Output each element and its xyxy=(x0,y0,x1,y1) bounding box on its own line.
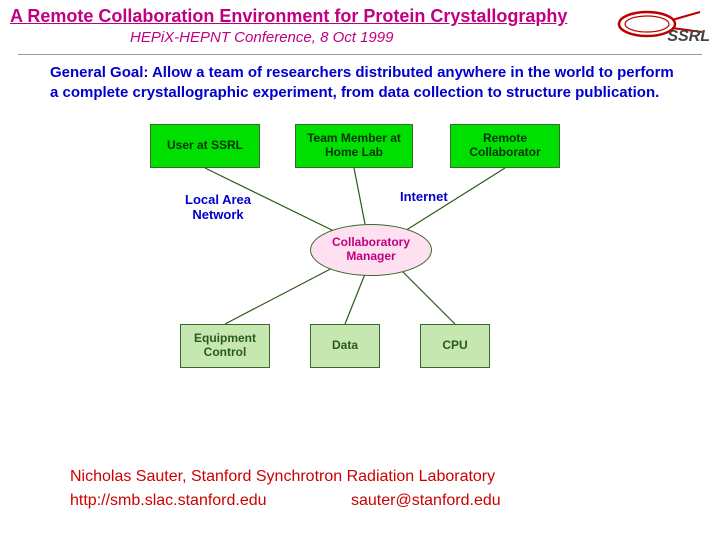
node-collab-manager: Collaboratory Manager xyxy=(310,224,432,276)
label-internet: Internet xyxy=(400,189,448,205)
logo-label: SSRL xyxy=(667,28,710,46)
goal-text: General Goal: Allow a team of researcher… xyxy=(50,63,680,104)
node-remote-collab: Remote Collaborator xyxy=(450,124,560,168)
footer: Nicholas Sauter, Stanford Synchrotron Ra… xyxy=(70,468,501,510)
collaboration-diagram: User at SSRL Team Member at Home Lab Rem… xyxy=(0,114,720,394)
author-line: Nicholas Sauter, Stanford Synchrotron Ra… xyxy=(70,468,501,486)
node-user-ssrl: User at SSRL xyxy=(150,124,260,168)
node-cpu: CPU xyxy=(420,324,490,368)
divider xyxy=(18,54,702,55)
footer-url: http://smb.slac.stanford.edu xyxy=(70,492,267,509)
node-equipment: Equipment Control xyxy=(180,324,270,368)
node-data: Data xyxy=(310,324,380,368)
footer-email: sauter@stanford.edu xyxy=(351,492,501,510)
contact-line: http://smb.slac.stanford.edu sauter@stan… xyxy=(70,492,501,510)
ssrl-logo: SSRL xyxy=(592,6,712,46)
label-lan: Local AreaNetwork xyxy=(185,192,251,223)
header: A Remote Collaboration Environment for P… xyxy=(0,0,720,48)
node-team-member: Team Member at Home Lab xyxy=(295,124,413,168)
